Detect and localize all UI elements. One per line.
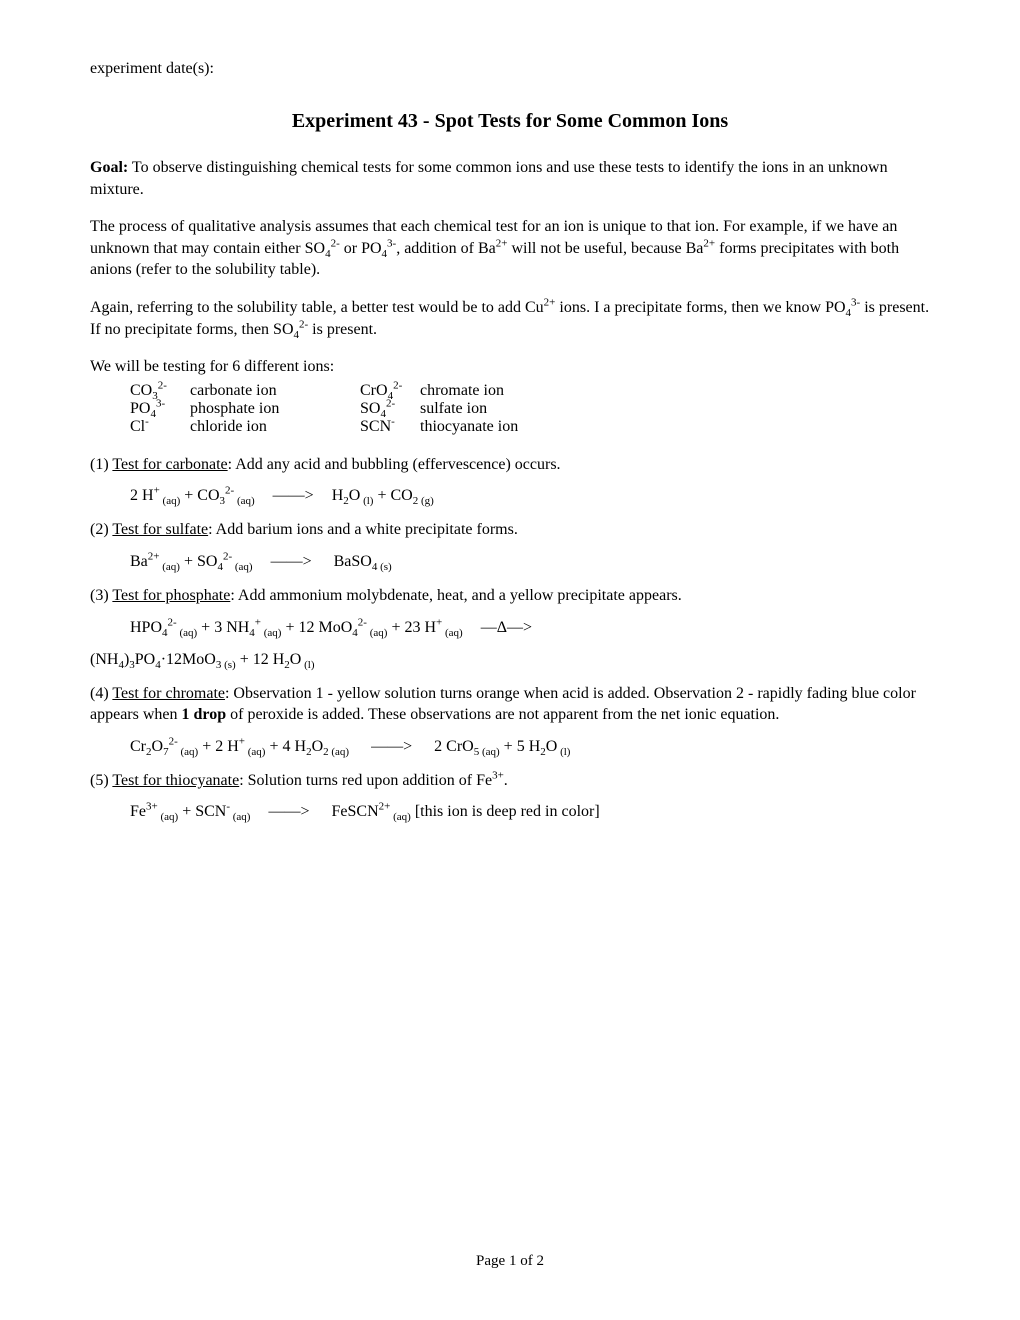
ion-list-intro: We will be testing for 6 different ions: <box>90 356 930 378</box>
page-title: Experiment 43 - Spot Tests for Some Comm… <box>90 110 930 133</box>
intro-paragraph-2: Again, referring to the solubility table… <box>90 297 930 340</box>
test-5-heading: (5) Test for thiocyanate: Solution turns… <box>90 770 930 792</box>
test-4-heading: (4) Test for chromate: Observation 1 - y… <box>90 683 930 726</box>
test-2-heading: (2) Test for sulfate: Add barium ions an… <box>90 519 930 541</box>
goal-text: To observe distinguishing chemical tests… <box>90 159 888 198</box>
ion-formula: SCN- <box>360 418 420 436</box>
test-desc: : Add ammonium molybdenate, heat, and a … <box>230 587 681 604</box>
goal-paragraph: Goal: To observe distinguishing chemical… <box>90 157 930 200</box>
sup: 2+ <box>544 297 556 309</box>
ion-name: chromate ion <box>420 382 590 400</box>
test-desc: : Solution turns red upon addition of Fe <box>239 772 492 789</box>
sub: 4 <box>294 329 300 341</box>
bold-text: 1 drop <box>182 706 227 723</box>
ion-name: thiocyanate ion <box>420 418 590 436</box>
goal-label: Goal: <box>90 159 128 176</box>
test-title: Test for chromate <box>112 685 225 702</box>
test-3-heading: (3) Test for phosphate: Add ammonium mol… <box>90 585 930 607</box>
text: , addition of Ba <box>396 240 496 257</box>
equation-4: Cr2O72- (aq) + 2 H+ (aq) + 4 H2O2 (aq) —… <box>130 738 930 756</box>
sup: 2- <box>331 237 340 249</box>
sup: 2+ <box>703 237 715 249</box>
ion-formula: PO43- <box>130 400 190 418</box>
test-title: Test for carbonate <box>112 456 227 473</box>
ion-row: PO43- phosphate ion SO42- sulfate ion <box>130 400 930 418</box>
ion-name: chloride ion <box>190 418 360 436</box>
ion-row: Cl- chloride ion SCN- thiocyanate ion <box>130 418 930 436</box>
test-desc: . <box>504 772 508 789</box>
test-number: (1) <box>90 456 112 473</box>
text: will not be useful, because Ba <box>507 240 703 257</box>
ion-name: carbonate ion <box>190 382 360 400</box>
ion-name: phosphate ion <box>190 400 360 418</box>
equation-2: Ba2+ (aq) + SO42- (aq) ——> BaSO4 (s) <box>130 553 930 571</box>
ion-formula: Cl- <box>130 418 190 436</box>
text: ions. I a precipitate forms, then we kno… <box>555 299 845 316</box>
text: or PO <box>340 240 382 257</box>
sub: 4 <box>382 248 388 260</box>
test-number: (5) <box>90 772 112 789</box>
test-desc: : Add any acid and bubbling (effervescen… <box>228 456 561 473</box>
equation-3-line1: HPO42- (aq) + 3 NH4+ (aq) + 12 MoO42- (a… <box>130 619 930 637</box>
test-desc: : Add barium ions and a white precipitat… <box>208 521 518 538</box>
ion-row: CO32- carbonate ion CrO42- chromate ion <box>130 382 930 400</box>
test-title: Test for phosphate <box>112 587 230 604</box>
intro-paragraph-1: The process of qualitative analysis assu… <box>90 216 930 281</box>
experiment-date-label: experiment date(s): <box>90 60 930 78</box>
ion-name: sulfate ion <box>420 400 590 418</box>
test-number: (2) <box>90 521 112 538</box>
text: Again, referring to the solubility table… <box>90 299 544 316</box>
sup: 3- <box>387 237 396 249</box>
equation-5: Fe3+ (aq) + SCN- (aq) ——> FeSCN2+ (aq) [… <box>130 803 930 821</box>
test-1-heading: (1) Test for carbonate: Add any acid and… <box>90 454 930 476</box>
sup: 2+ <box>496 237 508 249</box>
equation-3-line2: (NH4)3PO4·12MoO3 (s) + 12 H2O (l) <box>90 651 930 669</box>
sup: 3+ <box>492 769 504 781</box>
ion-table: CO32- carbonate ion CrO42- chromate ion … <box>130 382 930 436</box>
sub: 4 <box>325 248 331 260</box>
text: is present. <box>308 321 377 338</box>
test-title: Test for sulfate <box>112 521 208 538</box>
test-number: (4) <box>90 685 112 702</box>
test-number: (3) <box>90 587 112 604</box>
equation-1: 2 H+ (aq) + CO32- (aq) ——> H2O (l) + CO2… <box>130 487 930 505</box>
test-desc: of peroxide is added. These observations… <box>226 706 779 723</box>
ion-formula: SO42- <box>360 400 420 418</box>
page-footer: Page 1 of 2 <box>0 1253 1020 1270</box>
sup: 3- <box>851 297 860 309</box>
sup: 2- <box>299 318 308 330</box>
test-title: Test for thiocyanate <box>112 772 239 789</box>
